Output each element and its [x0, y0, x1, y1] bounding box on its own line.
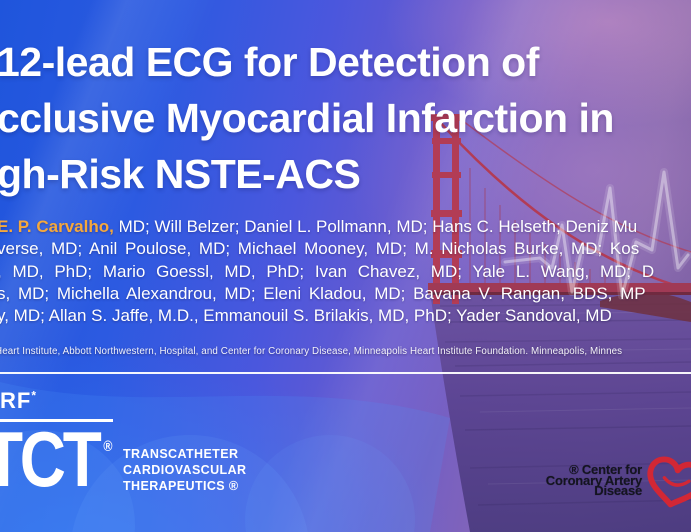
- title-line-2: cclusive Myocardial Infarction in: [0, 95, 614, 141]
- tct-logo: TCT®: [0, 414, 112, 505]
- author-line-4: s, MD; Michella Alexandrou, MD; Eleni Kl…: [0, 283, 646, 303]
- author-list: E. P. Carvalho, MD; Will Belzer; Daniel …: [0, 216, 654, 327]
- tct-tagline-line-3: THERAPEUTICS ®: [123, 479, 239, 493]
- author-line-1-rest: MD; Will Belzer; Daniel L. Pollmann, MD;…: [113, 217, 638, 236]
- ccad-logo: ® Center for Coronary Artery Disease: [512, 452, 691, 510]
- divider-line: [0, 372, 691, 374]
- tct-tagline: TRANSCATHETER CARDIOVASCULAR THERAPEUTIC…: [123, 446, 246, 494]
- author-line-5: y, MD; Allan S. Jaffe, M.D., Emmanouil S…: [0, 306, 612, 326]
- ccad-line-1: ® Center for: [569, 462, 642, 478]
- author-line-1: E. P. Carvalho, MD; Will Belzer; Daniel …: [0, 216, 654, 238]
- author-line-3: , MD, PhD; Mario Goessl, MD, PhD; Ivan C…: [0, 261, 655, 281]
- first-author-name: E. P. Carvalho,: [0, 217, 114, 236]
- title-line-1: 12-lead ECG for Detection of: [0, 39, 539, 85]
- tct-tagline-line-2: CARDIOVASCULAR: [123, 463, 247, 477]
- ccad-line-2: Coronary Artery: [545, 472, 642, 488]
- crf-underline: [0, 419, 113, 422]
- title-line-3: gh-Risk NSTE-ACS: [0, 151, 361, 197]
- slide-title: 12-lead ECG for Detection of cclusive My…: [0, 34, 614, 202]
- tct-label: TCT: [0, 415, 102, 503]
- ccad-label: ® Center for Coronary Artery Disease: [512, 462, 642, 499]
- heart-icon: [647, 456, 691, 508]
- tct-registered-mark: ®: [103, 438, 113, 455]
- tct-tagline-line-1: TRANSCATHETER: [123, 447, 239, 461]
- crf-logo: RF*: [0, 388, 37, 414]
- crf-mark: *: [31, 388, 37, 403]
- author-line-2: verse, MD; Anil Poulose, MD; Michael Moo…: [0, 239, 640, 259]
- affiliation-text: apolis Heart Institute, Abbott Northwest…: [0, 346, 623, 357]
- crf-label: RF: [0, 388, 32, 413]
- ccad-line-3: Disease: [594, 483, 642, 499]
